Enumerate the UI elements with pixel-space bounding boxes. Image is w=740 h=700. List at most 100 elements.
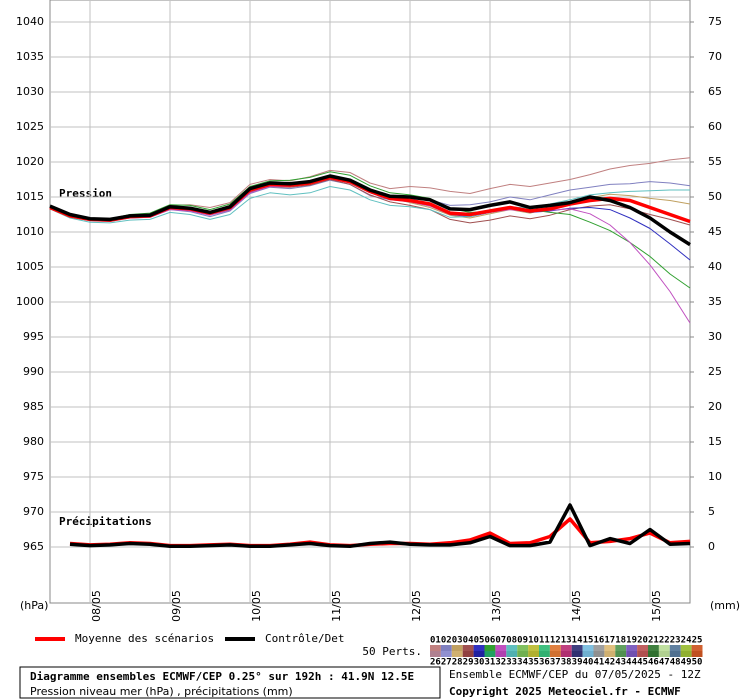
x-tick-label: 11/05 xyxy=(330,590,343,622)
perturbation-swatch xyxy=(669,645,681,651)
y2-tick-label: 70 xyxy=(708,50,722,63)
y2-tick-label: 30 xyxy=(708,330,722,343)
perturbation-label: 15 xyxy=(583,636,594,646)
perturbation-swatch xyxy=(582,645,594,651)
y2-tick-label: 0 xyxy=(708,540,715,553)
perturbation-label: 05 xyxy=(474,636,485,646)
perturbation-swatch xyxy=(430,645,441,651)
perturbations-label: 50 Perts. xyxy=(362,645,422,658)
perturbation-label: 11 xyxy=(539,636,550,646)
perturbation-label: 23 xyxy=(670,636,681,646)
y2-tick-label: 25 xyxy=(708,365,722,378)
perturbation-label: 29 xyxy=(463,658,474,668)
perturbation-label: 38 xyxy=(561,658,572,668)
y-tick-label: 1030 xyxy=(16,85,44,98)
run-label: Ensemble ECMWF/CEP du 07/05/2025 - 12Z xyxy=(449,668,701,681)
perturbation-swatch xyxy=(473,651,485,657)
perturbation-label: 47 xyxy=(659,658,670,668)
perturbation-label: 07 xyxy=(495,636,506,646)
perturbation-swatch xyxy=(571,645,583,651)
perturbation-swatch xyxy=(637,651,648,657)
perturbation-label: 22 xyxy=(659,636,670,646)
perturbation-label: 06 xyxy=(484,636,495,646)
perturbation-label: 31 xyxy=(484,658,495,668)
perturbation-swatch xyxy=(506,645,518,651)
y-tick-label: 1015 xyxy=(16,190,44,203)
y2-tick-label: 60 xyxy=(708,120,722,133)
perturbation-swatch xyxy=(539,651,550,657)
perturbation-label: 08 xyxy=(506,636,517,646)
perturbation-label: 25 xyxy=(692,636,703,646)
x-tick-label: 09/05 xyxy=(170,590,183,622)
perturbation-swatch xyxy=(440,651,452,657)
perturbation-swatch xyxy=(473,645,485,651)
y-tick-label: 995 xyxy=(23,330,44,343)
perturbation-label: 30 xyxy=(474,658,485,668)
perturbation-swatch xyxy=(506,651,518,657)
perturbation-label: 24 xyxy=(681,636,692,646)
perturbation-label: 45 xyxy=(637,658,648,668)
perturbation-swatch xyxy=(462,645,474,651)
perturbation-swatch xyxy=(669,651,681,657)
perturbation-label: 09 xyxy=(517,636,528,646)
perturbation-label: 36 xyxy=(539,658,550,668)
perturbation-swatch xyxy=(528,645,539,651)
x-tick-label: 08/05 xyxy=(90,590,103,622)
perturbation-label: 18 xyxy=(615,636,626,646)
chart-subtitle: Pression niveau mer (hPa) , précipitatio… xyxy=(30,685,293,698)
perturbation-label: 41 xyxy=(593,658,604,668)
perturbation-swatch xyxy=(571,651,583,657)
perturbation-swatch xyxy=(451,651,463,657)
y2-axis-label: (mm) xyxy=(710,599,740,612)
perturbation-swatch xyxy=(430,651,441,657)
member-line xyxy=(49,186,690,224)
perturbation-swatch xyxy=(517,645,529,651)
title-box xyxy=(19,666,441,699)
x-tick-label: 12/05 xyxy=(410,590,423,622)
perturbation-swatch xyxy=(691,651,703,657)
x-tick-label: 14/05 xyxy=(570,590,583,622)
y-tick-label: 1025 xyxy=(16,120,44,133)
x-tick-label: 13/05 xyxy=(490,590,503,622)
perturbation-swatch xyxy=(539,645,550,651)
perturbation-swatch xyxy=(680,645,692,651)
y-tick-label: 1000 xyxy=(16,295,44,308)
y2-tick-label: 55 xyxy=(708,155,722,168)
perturbation-swatch xyxy=(648,645,659,651)
legend-label: Contrôle/Det xyxy=(265,632,344,645)
perturbation-label: 14 xyxy=(572,636,583,646)
perturbation-swatch xyxy=(549,645,561,651)
perturbation-swatch xyxy=(658,645,670,651)
series-line xyxy=(69,503,691,549)
perturbation-swatch xyxy=(451,645,463,651)
perturbation-swatch xyxy=(560,645,572,651)
perturbation-label: 01 xyxy=(430,636,441,646)
perturbation-swatch xyxy=(604,645,616,651)
perturbation-swatch xyxy=(528,651,539,657)
y-tick-label: 970 xyxy=(23,505,44,518)
y2-tick-label: 35 xyxy=(708,295,722,308)
perturbation-label: 17 xyxy=(604,636,615,646)
perturbation-label: 19 xyxy=(626,636,637,646)
perturbation-swatch xyxy=(615,645,627,651)
perturbation-label: 48 xyxy=(670,658,681,668)
perturbation-swatch xyxy=(582,651,594,657)
perturbation-label: 12 xyxy=(550,636,561,646)
perturbation-label: 10 xyxy=(528,636,539,646)
perturbation-label: 02 xyxy=(441,636,452,646)
perturbation-label: 28 xyxy=(452,658,463,668)
perturbation-label: 40 xyxy=(583,658,594,668)
perturbation-swatch xyxy=(604,651,616,657)
perturbation-swatch xyxy=(495,651,507,657)
y2-tick-label: 10 xyxy=(708,470,722,483)
perturbation-label: 49 xyxy=(681,658,692,668)
perturbation-label: 27 xyxy=(441,658,452,668)
y-tick-label: 1035 xyxy=(16,50,44,63)
perturbation-label: 33 xyxy=(506,658,517,668)
precip-label: Précipitations xyxy=(59,515,152,528)
perturbation-label: 44 xyxy=(626,658,637,668)
perturbation-label: 03 xyxy=(452,636,463,646)
copyright: Copyright 2025 Meteociel.fr - ECMWF xyxy=(449,685,681,698)
x-tick-label: 10/05 xyxy=(250,590,263,622)
perturbation-swatch xyxy=(658,651,670,657)
